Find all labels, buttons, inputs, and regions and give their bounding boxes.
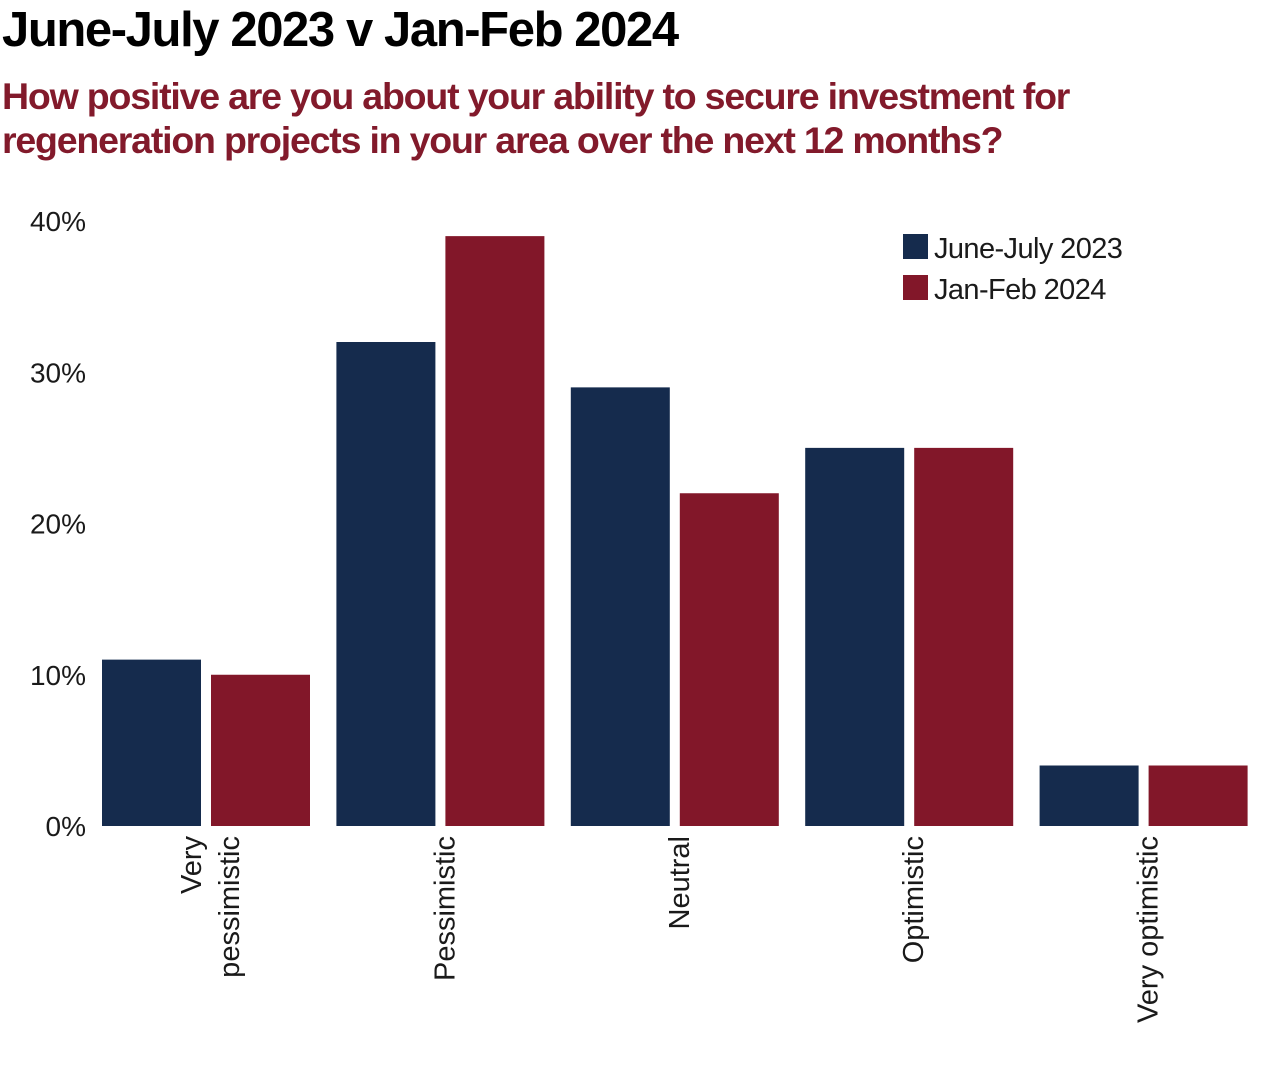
y-axis-tick-labels: 0% 10% 20% 30% 40%: [30, 206, 86, 842]
legend-label: Jan-Feb 2024: [934, 274, 1106, 306]
chart-title: June-July 2023 v Jan-Feb 2024: [2, 3, 679, 57]
bar-series-2: [211, 674, 310, 826]
category-label: Very pessimistic: [176, 836, 246, 978]
chart-subtitle: How positive are you about your ability …: [2, 74, 1272, 162]
category-label: Optimistic: [898, 836, 930, 963]
bar-series-1: [102, 659, 201, 826]
bar-series-1: [1039, 765, 1139, 826]
bar-series-1: [336, 342, 436, 826]
category-label: Very optimistic: [1133, 836, 1165, 1023]
category-label: Pessimistic: [429, 836, 461, 981]
bars: [102, 236, 1248, 826]
bar-series-1: [570, 387, 670, 826]
y-tick-label: 40%: [30, 206, 86, 237]
category-label: Neutral: [664, 836, 696, 930]
legend-swatch: [903, 275, 928, 300]
category-label-line: Optimistic: [898, 836, 930, 963]
bar-series-2: [914, 447, 1014, 826]
category-label-line: Neutral: [664, 836, 696, 930]
legend-swatch: [903, 234, 928, 259]
legend: June-July 2023 Jan-Feb 2024: [903, 233, 1123, 306]
subtitle-line-1: How positive are you about your ability …: [2, 75, 1070, 117]
bar-series-2: [1148, 765, 1248, 826]
y-tick-label: 30%: [30, 357, 86, 388]
bar-series-2: [679, 493, 779, 826]
category-label-line: Very: [176, 836, 208, 895]
bar-series-2: [445, 236, 545, 826]
category-label-line: Very optimistic: [1133, 836, 1165, 1023]
category-label-line: pessimistic: [214, 836, 246, 978]
category-labels: Very pessimistic Pessimistic Neutral Optimis…: [176, 836, 1165, 1023]
category-label-line: Pessimistic: [429, 836, 461, 981]
y-tick-label: 0%: [46, 811, 86, 842]
subtitle-line-2: regeneration projects in your area over …: [2, 119, 1004, 161]
bar-series-1: [805, 447, 905, 826]
y-tick-label: 20%: [30, 509, 86, 540]
y-tick-label: 10%: [30, 660, 86, 691]
legend-label: June-July 2023: [934, 233, 1122, 265]
